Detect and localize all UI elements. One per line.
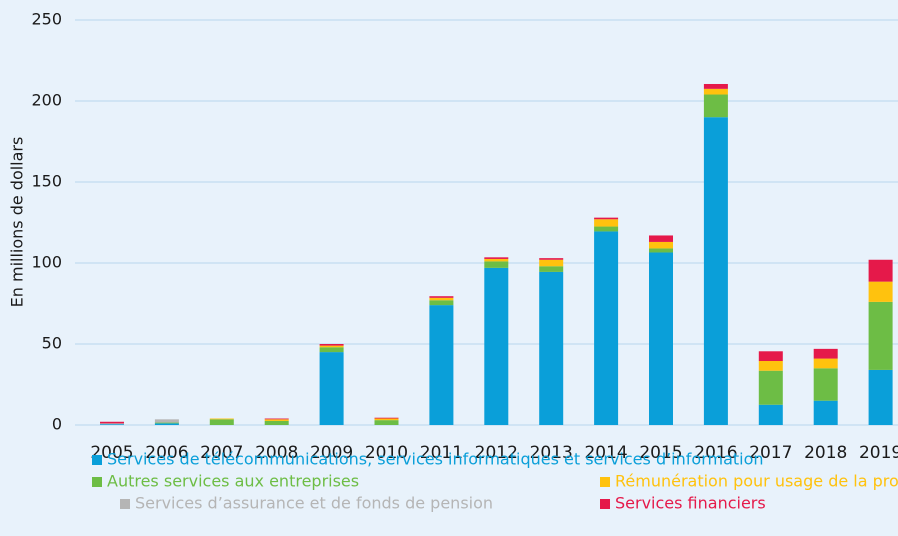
bar-segment: [703, 117, 728, 425]
bar-segment: [154, 422, 179, 424]
legend-label: Services de télécommunications, services…: [107, 450, 764, 469]
bar-segment: [703, 88, 728, 95]
bar-segment: [868, 369, 893, 425]
x-tick-label: 2011: [420, 443, 463, 463]
y-tick-label: 150: [31, 172, 62, 191]
x-tick-label: 2015: [639, 443, 682, 463]
bar-segment: [319, 352, 344, 425]
x-tick-label: 2014: [584, 443, 627, 463]
bar-segment: [209, 419, 234, 425]
bar-segment: [539, 258, 564, 260]
y-tick-label: 200: [31, 91, 62, 110]
x-tick-label: 2007: [200, 443, 243, 463]
bar-segment: [649, 252, 673, 425]
bar-segment: [594, 231, 619, 425]
bar-segment: [539, 271, 564, 425]
x-tick-label: 2012: [475, 443, 518, 463]
bar-segment: [813, 400, 838, 425]
y-tick-label: 50: [42, 334, 62, 353]
legend-swatch: [92, 477, 102, 487]
bar-segment: [209, 418, 234, 420]
bar-segment: [868, 301, 893, 370]
x-tick-label: 2018: [804, 443, 847, 463]
bar-segment: [758, 361, 783, 371]
bar-segment: [484, 261, 509, 268]
bar-segment: [100, 421, 124, 424]
x-tick-label: 2016: [694, 443, 737, 463]
bar-segment: [100, 423, 124, 425]
bar-segment: [703, 94, 728, 118]
bar-segment: [484, 257, 509, 259]
bar-segment: [100, 424, 124, 425]
bar-segment: [484, 267, 509, 425]
bar-segment: [319, 345, 344, 348]
x-tick-label: 2013: [530, 443, 573, 463]
x-tick-label: 2010: [365, 443, 408, 463]
y-tick-label: 0: [52, 415, 62, 434]
bar-segment: [813, 368, 838, 401]
bar-segment: [813, 348, 838, 359]
legend-swatch: [92, 455, 102, 465]
bar-segment: [319, 344, 344, 346]
bar-segment: [374, 417, 399, 419]
x-tick-label: 2008: [255, 443, 298, 463]
bar-segment: [649, 241, 673, 249]
legend-label: Services financiers: [615, 494, 766, 513]
bar-segment: [374, 418, 399, 421]
bar-segment: [539, 259, 564, 267]
bar-segment: [264, 418, 289, 420]
bar-segment: [594, 226, 619, 232]
legend-swatch: [600, 499, 610, 509]
y-tick-label: 100: [31, 253, 62, 272]
bar-segment: [594, 217, 619, 220]
bar-segment: [868, 259, 893, 282]
bar-segment: [649, 235, 673, 242]
bar-segment: [264, 419, 289, 421]
x-tick-label: 2009: [310, 443, 353, 463]
bar-segment: [484, 258, 509, 262]
bar-segment: [429, 305, 454, 425]
x-tick-label: 2006: [145, 443, 188, 463]
bar-segment: [429, 300, 454, 306]
bar-segment: [374, 420, 399, 425]
bar-segment: [868, 281, 893, 302]
bar-segment: [154, 423, 179, 425]
bar-segment: [319, 347, 344, 353]
bar-segment: [154, 419, 179, 423]
bar-segment: [594, 219, 619, 227]
legend-label: Autres services aux entreprises: [107, 472, 359, 491]
legend-swatch: [600, 477, 610, 487]
bar-segment: [758, 351, 783, 362]
bar-segment: [429, 297, 454, 301]
bar-segment: [703, 83, 728, 89]
y-tick-label: 250: [31, 10, 62, 29]
y-axis-label: En millions de dollars: [8, 137, 27, 308]
x-tick-label: 2017: [749, 443, 792, 463]
bar-segment: [649, 248, 673, 253]
bar-segment: [429, 296, 454, 298]
bar-segment: [758, 404, 783, 425]
legend-swatch: [120, 499, 130, 509]
bar-segment: [539, 266, 564, 272]
x-tick-label: 2019: [859, 443, 898, 463]
legend-label: Rémunération pour usage de la propriété …: [615, 472, 898, 491]
bar-segment: [264, 420, 289, 425]
legend-label: Services d’assurance et de fonds de pens…: [135, 494, 493, 513]
bar-segment: [758, 370, 783, 405]
bar-segment: [813, 358, 838, 369]
